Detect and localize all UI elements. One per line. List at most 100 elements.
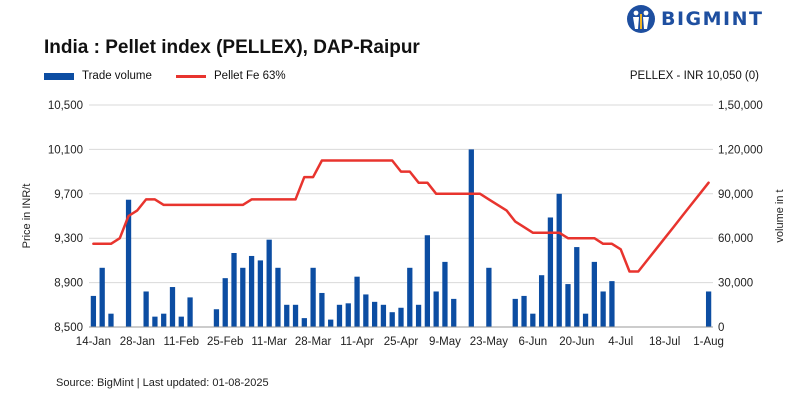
volume-bar: [363, 294, 369, 327]
y-right-tick-label: 30,000: [718, 278, 753, 290]
x-tick-label: 25-Apr: [384, 336, 419, 348]
volume-bar: [284, 304, 290, 327]
chart-title: India : Pellet index (PELLEX), DAP-Raipu…: [44, 37, 420, 58]
volume-bar: [486, 267, 492, 327]
volume-bar: [398, 307, 404, 327]
volume-bar: [705, 291, 712, 327]
x-tick-label: 6-Jun: [518, 336, 547, 348]
volume-bar: [380, 304, 387, 327]
legend-bar-swatch: [44, 72, 74, 80]
legend-line-label: Pellet Fe 63%: [214, 70, 286, 82]
volume-bar: [257, 260, 264, 327]
volume-bar: [547, 217, 554, 327]
price-line-path: [92, 159, 710, 273]
volume-bar: [600, 291, 606, 327]
x-tick-label: 1-Aug: [693, 336, 724, 348]
x-tick-label: 28-Jan: [120, 336, 155, 348]
y-right-tick-label: 90,000: [718, 189, 753, 201]
volume-bar: [512, 298, 518, 327]
volume-bar: [292, 304, 299, 327]
volume-bar: [565, 284, 571, 327]
volume-bar: [521, 295, 527, 327]
volume-bar: [451, 298, 457, 327]
volume-bar: [143, 291, 149, 327]
y-right-tick-label: 1,20,000: [718, 144, 763, 156]
bigmint-logo-icon: [627, 5, 655, 33]
volume-bar: [591, 261, 597, 327]
pellex-note: PELLEX - INR 10,050 (0): [629, 70, 759, 82]
volume-bar: [222, 278, 228, 327]
y-left-tick-label: 8,500: [54, 322, 83, 334]
y-right-tick-label: 60,000: [718, 233, 753, 245]
volume-bar: [328, 319, 334, 327]
volume-bars: [90, 149, 712, 327]
y-left-tick-label: 10,500: [48, 100, 83, 112]
volume-bar: [415, 304, 422, 327]
volume-bar: [407, 267, 413, 327]
volume-bar: [99, 267, 105, 327]
y-right-tick-label: 0: [718, 322, 724, 334]
volume-bar: [213, 309, 220, 327]
volume-bar: [582, 313, 589, 327]
y-right-axis-title: volume in t: [774, 189, 786, 242]
volume-bar: [187, 297, 193, 327]
bigmint-logo: BIGMINT: [626, 4, 764, 34]
volume-bar: [424, 235, 431, 327]
x-tick-label: 11-Feb: [163, 336, 199, 348]
gridlines: [89, 104, 713, 284]
volume-bar: [178, 316, 184, 327]
volume-bar: [161, 313, 167, 327]
legend-bar-label: Trade volume: [82, 70, 152, 82]
axes: 8,500 8,900 9,300 9,700 10,100 10,500 0 30,000 6…: [21, 100, 786, 348]
volume-bar: [125, 199, 132, 327]
volume-bar: [169, 287, 176, 327]
volume-bar: [371, 301, 378, 327]
volume-bar: [301, 318, 307, 327]
x-tick-label: 23-May: [470, 336, 509, 348]
x-tick-label: 11-Apr: [340, 336, 374, 348]
volume-bar: [90, 295, 97, 327]
y-right-tick-label: 1,50,000: [718, 100, 763, 112]
volume-bar: [310, 267, 316, 327]
volume-bar: [556, 193, 562, 327]
volume-bar: [442, 261, 448, 327]
x-tick-label: 14-Jan: [76, 336, 111, 348]
volume-bar: [336, 304, 343, 327]
y-left-tick-label: 9,300: [54, 233, 83, 245]
x-tick-label: 9-May: [429, 336, 461, 348]
volume-bar: [345, 303, 351, 327]
volume-bar: [574, 247, 580, 327]
y-left-axis-title: Price in INR/t: [21, 184, 33, 249]
volume-bar: [468, 149, 474, 327]
x-tick-label: 11-Mar: [251, 336, 287, 348]
brand-name: BIGMINT: [661, 8, 764, 30]
volume-bar: [319, 292, 325, 327]
volume-bar: [231, 253, 237, 327]
volume-bar: [609, 281, 615, 327]
volume-bar: [433, 291, 439, 327]
x-tick-label: 4-Jul: [608, 336, 633, 348]
y-left-tick-label: 10,100: [48, 144, 83, 156]
volume-bar: [275, 267, 281, 327]
x-tick-label: 20-Jun: [559, 336, 594, 348]
legend-line-swatch: [176, 74, 206, 78]
x-tick-label: 28-Mar: [295, 336, 332, 348]
y-left-tick-label: 8,900: [54, 278, 83, 290]
y-left-tick-label: 9,700: [54, 189, 83, 201]
x-tick-label: 18-Jul: [649, 336, 680, 348]
volume-bar: [152, 316, 158, 327]
volume-bar: [240, 267, 246, 327]
legend-trade-volume: Trade volume: [44, 70, 152, 82]
volume-bar: [354, 276, 360, 327]
x-tick-label: 25-Feb: [207, 336, 243, 348]
legend-pellet-fe: Pellet Fe 63%: [176, 70, 286, 82]
volume-bar: [108, 313, 114, 327]
volume-bar: [538, 275, 545, 327]
volume-bar: [530, 313, 536, 327]
volume-bar: [248, 255, 255, 327]
volume-bar: [389, 312, 395, 327]
price-line: [92, 159, 710, 273]
source-note: Source: BigMint | Last updated: 01-08-20…: [56, 377, 269, 389]
volume-bar: [266, 239, 272, 327]
